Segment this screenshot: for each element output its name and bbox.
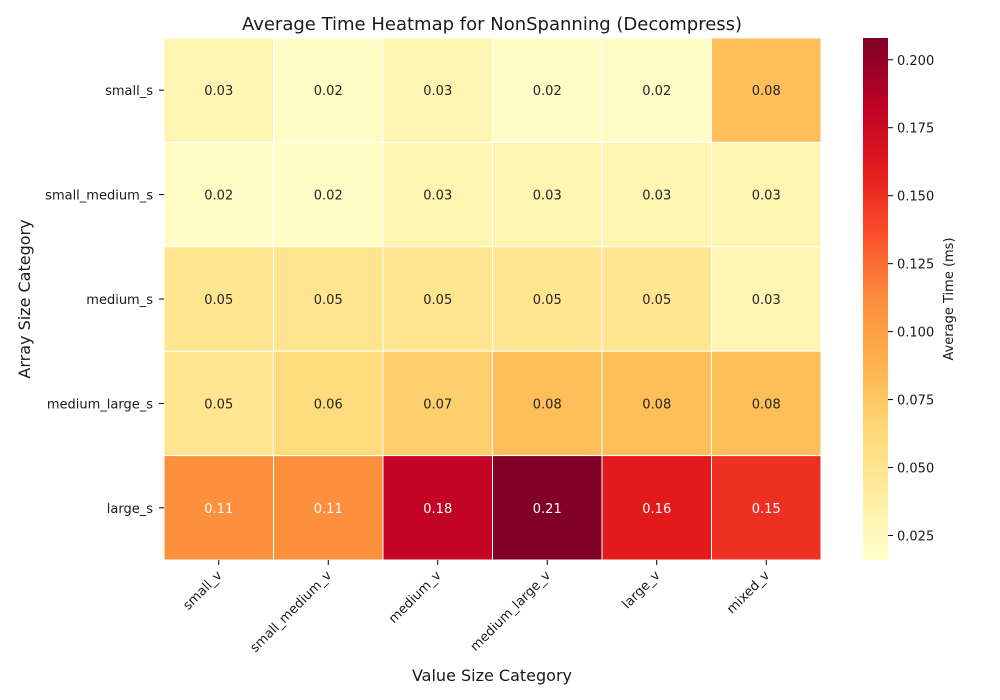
cell-value-label: 0.05 [204,397,233,412]
colorbar-label: Average Time (ms) [942,237,957,360]
heatmap-cell [382,455,493,561]
y-tick-label: medium_s [86,293,153,308]
colorbar-tick-label: 0.200 [897,54,934,69]
heatmap-cell [163,455,274,561]
heatmap-cell [492,455,603,561]
cell-value-label: 0.02 [533,84,562,99]
cell-value-label: 0.02 [314,189,343,204]
cell-value-label: 0.05 [642,293,671,308]
x-tick-label: mixed_v [724,568,773,617]
heatmap-cell [601,350,712,457]
chart-title: Average Time Heatmap for NonSpanning (De… [242,14,742,35]
cell-value-label: 0.08 [533,397,562,412]
cell-value-label: 0.05 [423,293,452,308]
cell-value-label: 0.05 [533,293,562,308]
cell-value-label: 0.02 [204,189,233,204]
colorbar-tick-label: 0.075 [897,394,934,409]
heatmap-cell [711,141,822,248]
cell-value-label: 0.02 [642,84,671,99]
colorbar-ticks: 0.025 0.050 0.075 0.100 0.125 0.150 0.175 0.200 [888,54,934,545]
x-tick-label: large_v [620,568,664,612]
heatmap-cell [711,37,822,143]
cell-value-label: 0.03 [423,84,452,99]
y-tick-label: large_s [107,502,153,517]
colorbar [863,38,888,560]
cell-value-label: 0.05 [314,293,343,308]
y-tick-label: small_medium_s [45,189,153,204]
cell-value-label: 0.15 [752,502,781,517]
y-tick-label: small_s [105,84,153,99]
cell-value-label: 0.03 [752,293,781,308]
heatmap-cell [382,37,493,143]
heatmap-cell [163,37,274,143]
x-axis-label: Value Size Category [412,666,572,685]
heatmap-cell [492,37,603,143]
heatmap-cell [382,246,493,352]
colorbar-tick-label: 0.050 [897,462,934,477]
x-tick-labels: small_v small_medium_v medium_v medium_larg… [180,560,773,656]
heatmap-cell [601,246,712,352]
cell-value-label: 0.03 [642,189,671,204]
x-tick-label: small_v [180,568,225,613]
heatmap-cell [711,455,822,561]
cell-value-label: 0.03 [533,189,562,204]
cell-value-label: 0.16 [642,502,671,517]
y-axis-label: Array Size Category [15,219,34,378]
heatmap-cell [273,350,384,457]
heatmap-cell [711,350,822,457]
heatmap-cell [273,37,384,143]
cell-value-label: 0.03 [752,189,781,204]
colorbar-tick-label: 0.175 [897,122,934,137]
x-tick-label: small_medium_v [248,568,336,656]
heatmap-cell [163,246,274,352]
cell-value-label: 0.06 [314,397,343,412]
heatmap-cell [273,246,384,352]
x-tick-label: medium_v [386,568,445,627]
colorbar-tick-label: 0.025 [897,530,934,545]
cell-value-label: 0.08 [752,397,781,412]
heatmap-cell [382,350,493,457]
cell-value-label: 0.18 [423,502,452,517]
heatmap-cell [711,246,822,352]
cell-value-label: 0.03 [423,189,452,204]
cell-value-label: 0.05 [204,293,233,308]
cell-value-label: 0.11 [314,502,343,517]
y-tick-label: medium_large_s [47,397,153,412]
heatmap-cell [492,350,603,457]
cell-value-label: 0.02 [314,84,343,99]
cell-value-label: 0.08 [752,84,781,99]
heatmap-cell [273,141,384,248]
colorbar-tick-label: 0.150 [897,190,934,205]
cell-value-label: 0.03 [204,84,233,99]
cell-value-label: 0.08 [642,397,671,412]
heatmap-cell [492,246,603,352]
heatmap-cells: 0.03 0.02 0.03 0.02 0.02 0.08 0.02 0.02 0.03 0.03… [163,37,822,561]
cell-value-label: 0.11 [204,502,233,517]
cell-value-label: 0.07 [423,397,452,412]
cell-value-label: 0.21 [533,502,562,517]
heatmap-cell [601,455,712,561]
y-tick-labels: small_s small_medium_s medium_s medium_larg… [45,84,164,517]
heatmap-cell [601,37,712,143]
heatmap-cell [492,141,603,248]
colorbar-tick-label: 0.125 [897,258,934,273]
heatmap-cell [163,350,274,457]
colorbar-tick-label: 0.100 [897,326,934,341]
x-tick-label: medium_large_v [468,568,555,655]
